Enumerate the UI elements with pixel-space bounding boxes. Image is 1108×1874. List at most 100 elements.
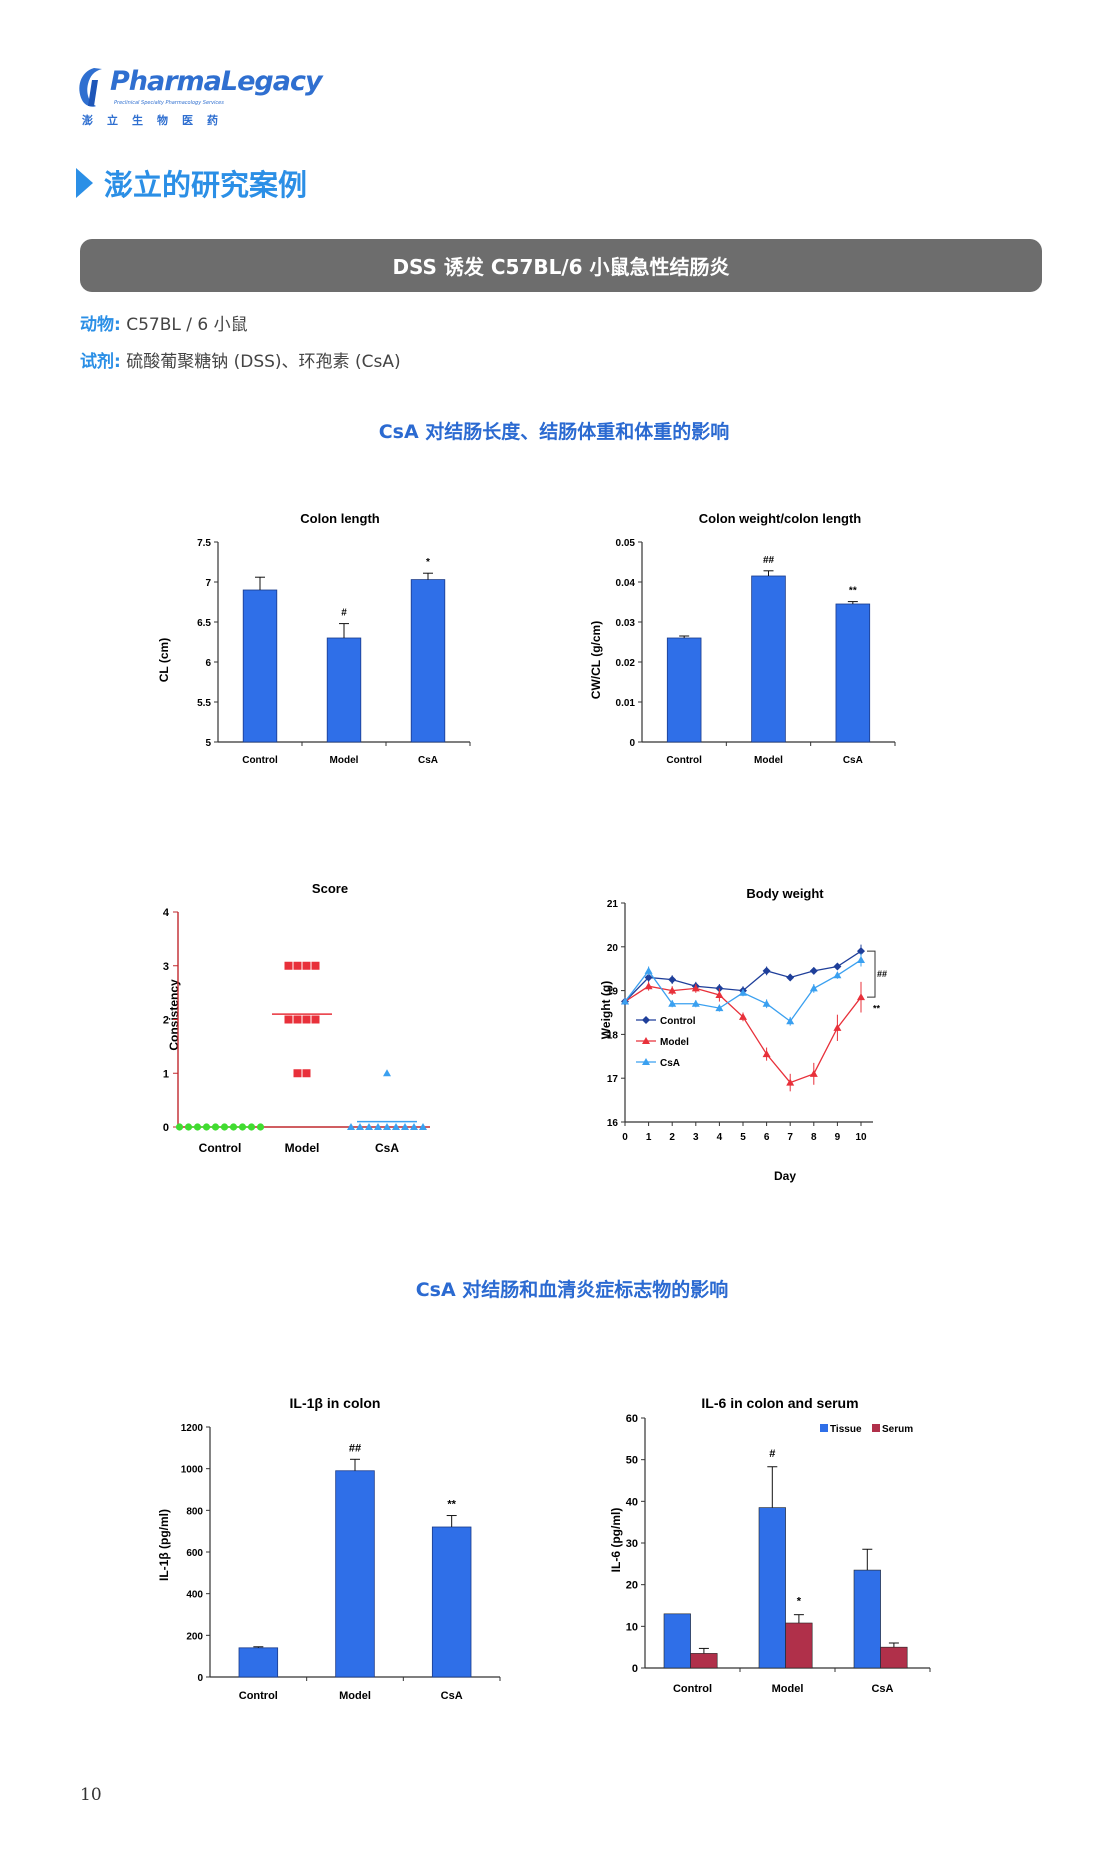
x-tick-label: CsA xyxy=(375,1141,399,1155)
data-point xyxy=(668,999,677,1007)
x-tick-label: 0 xyxy=(622,1132,628,1143)
data-point xyxy=(401,1123,409,1130)
significance-label: ** xyxy=(447,1499,456,1511)
y-axis-label: Consistency xyxy=(167,979,181,1051)
y-axis-label: CW/CL (g/cm) xyxy=(589,621,603,699)
y-tick-label: 0 xyxy=(632,1663,638,1675)
bar xyxy=(238,1647,279,1678)
legend-marker xyxy=(642,1058,650,1065)
y-tick-label: 5.5 xyxy=(197,698,211,709)
x-tick-label: CsA xyxy=(843,755,863,766)
company-logo: PharmaLegacy Preclinical Specialty Pharm… xyxy=(74,62,323,134)
legend-marker xyxy=(642,1037,650,1044)
bar xyxy=(785,1622,813,1669)
chart-title: IL-6 in colon and serum xyxy=(701,1395,858,1411)
bar xyxy=(758,1507,786,1669)
x-tick-label: 3 xyxy=(693,1132,699,1143)
y-tick-label: 60 xyxy=(626,1413,638,1425)
data-point xyxy=(833,962,842,971)
triangle-bullet-icon xyxy=(76,168,93,198)
data-point xyxy=(739,1012,747,1020)
y-tick-label: 800 xyxy=(186,1506,203,1517)
data-point xyxy=(786,1017,795,1025)
y-axis-label: Weight (g) xyxy=(599,981,613,1039)
significance-label: * xyxy=(797,1596,802,1608)
y-tick-label: 21 xyxy=(607,899,619,910)
data-point xyxy=(184,1123,193,1131)
data-point xyxy=(644,982,653,990)
bar xyxy=(751,575,786,743)
y-tick-label: 50 xyxy=(626,1455,638,1467)
reagent-info: 试剂: 硫酸葡聚糖钠 (DSS)、环孢素 (CsA) xyxy=(80,347,401,372)
x-tick-label: 4 xyxy=(717,1132,723,1143)
data-point xyxy=(668,986,677,994)
x-tick-label: 8 xyxy=(811,1132,817,1143)
data-point xyxy=(311,1015,320,1024)
data-point xyxy=(644,966,653,974)
animal-info: 动物: C57BL / 6 小鼠 xyxy=(80,310,248,335)
data-point xyxy=(762,966,771,975)
data-point xyxy=(302,1069,311,1078)
data-point xyxy=(284,961,293,970)
x-tick-label: Model xyxy=(754,755,783,766)
data-point xyxy=(786,973,795,982)
significance-label: ## xyxy=(349,1442,361,1454)
x-tick-label: Control xyxy=(242,755,278,766)
data-point xyxy=(786,1078,795,1086)
bar xyxy=(410,579,446,743)
bar xyxy=(666,637,702,743)
y-tick-label: 6 xyxy=(205,658,211,669)
y-tick-label: 16 xyxy=(607,1118,619,1129)
subtitle-colon-effects: CsA 对结肠长度、结肠体重和体重的影响 xyxy=(378,421,730,443)
logo-tagline: Preclinical Specialty Pharmacology Servi… xyxy=(114,100,224,106)
data-point xyxy=(809,1069,818,1077)
y-tick-label: 400 xyxy=(186,1590,203,1601)
x-axis-label: Day xyxy=(774,1169,796,1183)
x-tick-label: CsA xyxy=(441,1690,463,1702)
y-tick-label: 30 xyxy=(626,1538,638,1550)
y-tick-label: 19 xyxy=(607,987,619,998)
y-tick-label: 0.02 xyxy=(616,658,636,669)
significance-label: ## xyxy=(763,555,775,566)
y-tick-label: 1200 xyxy=(181,1423,204,1434)
significance-label: ** xyxy=(849,586,857,597)
y-tick-label: 7 xyxy=(205,578,211,589)
legend-label: Serum xyxy=(882,1424,913,1435)
data-point xyxy=(356,1123,364,1130)
data-point xyxy=(762,1050,771,1058)
data-point xyxy=(293,961,302,970)
y-tick-label: 600 xyxy=(186,1548,203,1559)
data-point xyxy=(175,1123,184,1131)
chart-colon-length: Colon length CL (cm) 5 5.5 6 6.5 7 7.5 Control… xyxy=(157,511,471,766)
bar xyxy=(431,1526,472,1678)
x-tick-label: Model xyxy=(330,755,359,766)
chart-il1b: IL-1β in colon IL-1β (pg/ml) 0 200 400 600 8… xyxy=(157,1395,501,1702)
y-tick-label: 18 xyxy=(607,1030,619,1041)
legend-marker xyxy=(642,1016,650,1024)
data-point xyxy=(857,993,865,1001)
chart-title: Colon length xyxy=(300,511,379,526)
bar xyxy=(663,1613,691,1669)
y-tick-label: 20 xyxy=(607,943,619,954)
data-point xyxy=(644,973,653,982)
x-tick-label: Model xyxy=(285,1141,320,1155)
data-point xyxy=(392,1123,400,1130)
case-title-banner: DSS 诱发 C57BL/6 小鼠急性结肠炎 xyxy=(80,239,1042,292)
data-point xyxy=(419,1123,427,1130)
bar xyxy=(880,1646,908,1669)
legend-swatch xyxy=(820,1424,828,1432)
y-tick-label: 17 xyxy=(607,1074,619,1085)
legend-swatch xyxy=(872,1424,880,1432)
data-point xyxy=(347,1123,355,1130)
subtitle-inflammation: CsA 对结肠和血清炎症标志物的影响 xyxy=(415,1279,729,1301)
y-axis-label: CL (cm) xyxy=(157,638,171,682)
y-tick-label: 20 xyxy=(626,1580,638,1592)
data-point xyxy=(809,966,818,975)
y-tick-label: 3 xyxy=(163,961,169,973)
logo-brand: PharmaLegacy xyxy=(110,66,323,97)
x-tick-label: Control xyxy=(239,1690,278,1702)
x-tick-label: Model xyxy=(339,1690,371,1702)
x-tick-label: 5 xyxy=(740,1132,746,1143)
page-number: 10 xyxy=(80,1785,102,1805)
x-tick-label: 6 xyxy=(764,1132,770,1143)
